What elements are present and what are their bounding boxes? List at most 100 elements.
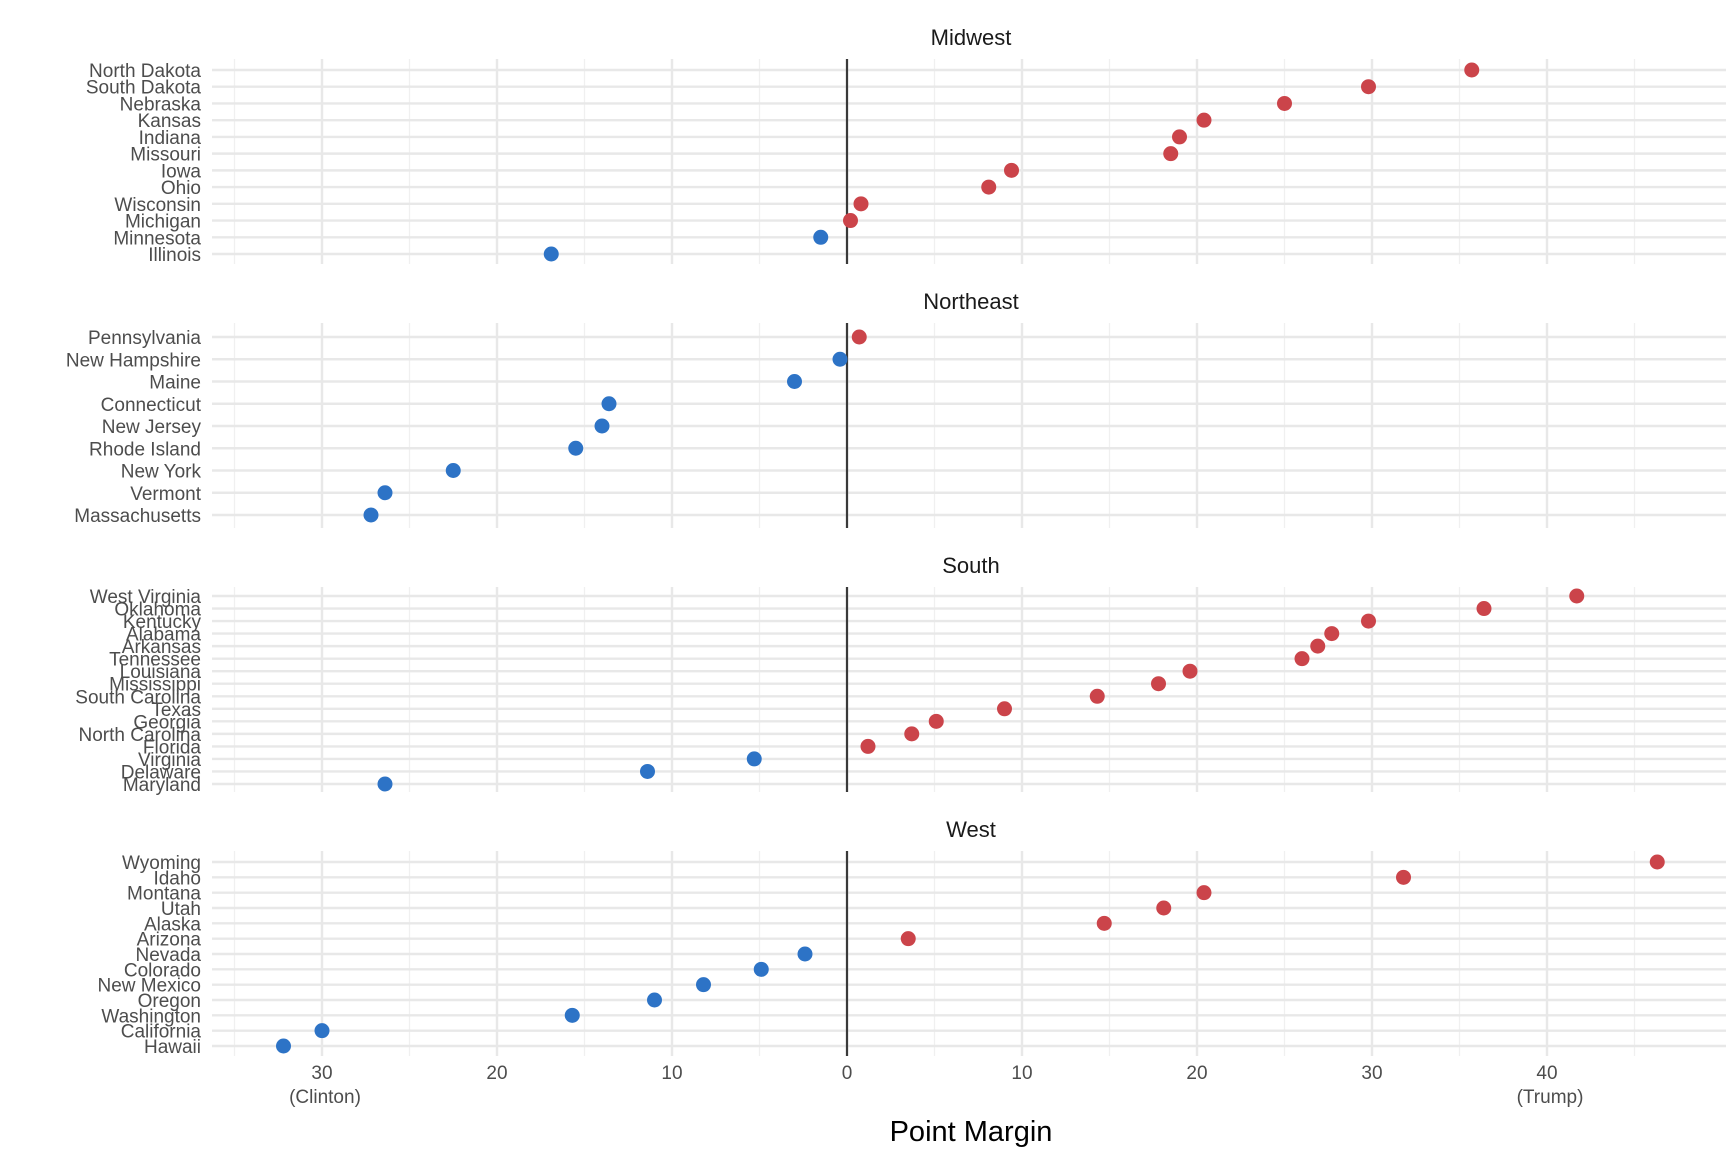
state-label: Alabama xyxy=(126,625,201,646)
data-point xyxy=(746,751,762,767)
data-point xyxy=(1151,676,1166,692)
x-tick-label: 0 xyxy=(842,1063,853,1084)
panel-south: South West VirginiaOklahomaKentuckyAlabam… xyxy=(75,553,1726,796)
state-label: Colorado xyxy=(124,960,201,981)
x-tick-sublabel: (Clinton) xyxy=(289,1087,361,1108)
data-point xyxy=(377,776,393,792)
x-tick-label: 30 xyxy=(311,1063,332,1084)
state-label: Vermont xyxy=(130,484,201,505)
data-point xyxy=(753,961,769,977)
state-label: California xyxy=(121,1022,202,1043)
data-point xyxy=(1476,601,1492,617)
state-label: Iowa xyxy=(161,161,202,182)
state-label: Arizona xyxy=(137,930,202,951)
state-label: Oklahoma xyxy=(114,600,201,621)
state-label: Texas xyxy=(151,700,201,721)
state-label: Nevada xyxy=(136,945,202,966)
state-label: Montana xyxy=(127,884,201,905)
state-label: Wisconsin xyxy=(114,195,201,216)
x-tick-label: 30 xyxy=(1361,1063,1382,1084)
data-point xyxy=(647,992,662,1008)
state-label: Pennsylvania xyxy=(88,328,201,349)
state-label: Idaho xyxy=(153,868,201,889)
data-point xyxy=(832,351,848,367)
panel-title: Midwest xyxy=(931,25,1012,50)
state-label: Maine xyxy=(149,373,201,394)
state-label: South Dakota xyxy=(86,78,202,99)
data-point xyxy=(314,1023,330,1039)
data-point xyxy=(1464,62,1480,78)
data-point xyxy=(445,463,461,478)
data-point xyxy=(1004,162,1019,178)
state-label: Hawaii xyxy=(144,1037,201,1058)
data-point xyxy=(843,213,858,229)
data-point xyxy=(853,196,869,212)
panel-title: South xyxy=(942,553,1000,578)
data-point xyxy=(787,374,802,389)
data-point xyxy=(543,246,559,262)
data-point xyxy=(696,977,711,993)
data-point xyxy=(1324,626,1340,642)
data-point xyxy=(1089,688,1105,704)
data-point xyxy=(900,931,916,947)
data-point xyxy=(1361,79,1376,95)
data-point xyxy=(276,1038,291,1054)
x-tick-label: 10 xyxy=(1011,1063,1032,1084)
data-point xyxy=(851,329,867,345)
x-tick-label: 20 xyxy=(1186,1063,1207,1084)
data-point xyxy=(1182,663,1198,679)
data-point xyxy=(1196,885,1212,901)
state-label: Tennessee xyxy=(109,650,201,671)
state-label: West Virginia xyxy=(90,587,202,608)
state-label: Arkansas xyxy=(122,637,201,658)
data-point xyxy=(1096,915,1112,931)
data-point xyxy=(601,396,617,412)
state-label: Kansas xyxy=(138,111,201,132)
state-label: Ohio xyxy=(161,178,201,199)
state-label: Michigan xyxy=(125,212,201,233)
state-label: Delaware xyxy=(121,762,201,783)
x-tick-label: 40 xyxy=(1536,1063,1557,1084)
data-point xyxy=(997,701,1012,717)
state-label: Georgia xyxy=(133,712,201,733)
data-point xyxy=(813,229,829,245)
state-label: Missouri xyxy=(130,145,201,166)
state-label: New York xyxy=(121,462,202,483)
state-label: Connecticut xyxy=(101,395,202,416)
state-label: North Carolina xyxy=(79,725,202,746)
state-label: New Mexico xyxy=(98,976,201,997)
data-point xyxy=(564,1007,580,1023)
state-label: Rhode Island xyxy=(89,439,201,460)
data-point xyxy=(363,507,379,523)
state-label: New Jersey xyxy=(102,417,202,438)
data-point xyxy=(377,485,393,501)
state-label: New Hampshire xyxy=(66,350,201,371)
data-point xyxy=(1172,129,1187,145)
state-label: Illinois xyxy=(148,245,201,266)
state-label: Indiana xyxy=(139,128,202,149)
data-point xyxy=(1396,869,1411,885)
state-label: Nebraska xyxy=(120,94,202,115)
state-label: Virginia xyxy=(138,750,201,771)
data-point xyxy=(904,726,920,742)
x-tick-label: 20 xyxy=(486,1063,507,1084)
panel-title: West xyxy=(946,817,996,842)
state-label: South Carolina xyxy=(75,687,201,708)
panel-west: West WyomingIdahoMontanaUtahAlaskaArizona… xyxy=(98,817,1726,1058)
panel-title: Northeast xyxy=(923,289,1018,314)
data-point xyxy=(1163,146,1179,162)
data-point xyxy=(1196,112,1212,128)
data-point xyxy=(568,440,584,456)
state-label: Utah xyxy=(161,899,201,920)
x-axis: 30 (Clinton) 20 10 0 10 20 30 40 (Trump) xyxy=(289,1063,1583,1108)
data-point xyxy=(1277,95,1292,111)
x-axis-title: Point Margin xyxy=(890,1116,1053,1148)
state-label: North Dakota xyxy=(89,61,201,82)
data-point xyxy=(1294,651,1310,667)
data-point xyxy=(860,738,876,754)
state-label: Florida xyxy=(143,737,202,758)
